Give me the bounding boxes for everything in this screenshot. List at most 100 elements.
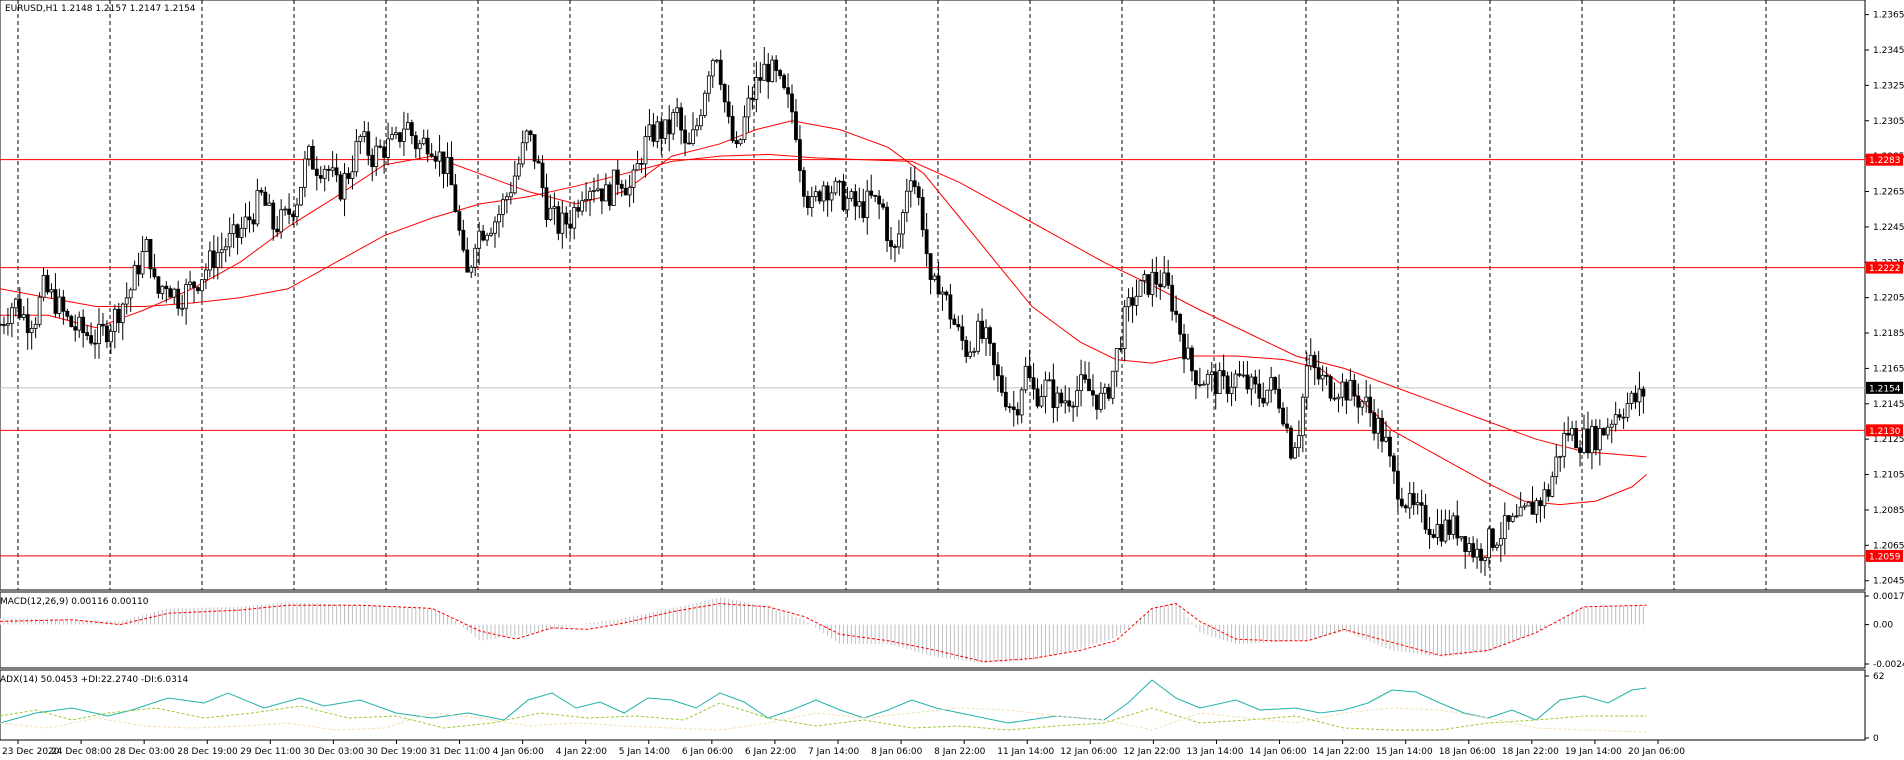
candle-body: [497, 214, 501, 223]
candle-body: [1605, 426, 1610, 436]
candle-body: [1237, 373, 1242, 376]
candle-body: [647, 124, 652, 138]
candle-body: [572, 207, 577, 229]
candle-body: [398, 132, 402, 142]
candle-body: [394, 132, 398, 136]
time-tick-label: 13 Jan 14:00: [1186, 747, 1243, 757]
candle-body: [762, 63, 767, 81]
candle-body: [65, 310, 70, 317]
adx-series-line: [0, 707, 1647, 733]
candle-body: [1613, 414, 1618, 425]
candle-body: [1190, 347, 1194, 372]
candle-body: [37, 296, 42, 325]
candle-body: [1534, 500, 1539, 515]
price-tick-label: 1.2105: [1873, 471, 1904, 481]
candle-body: [1324, 374, 1329, 377]
candle-body: [1296, 435, 1301, 449]
candle-body: [1166, 272, 1171, 286]
candle-body: [861, 201, 866, 218]
macd-histogram: [0, 597, 1644, 664]
candle-body: [441, 151, 446, 174]
candle-body: [342, 173, 347, 200]
time-tick-label: 6 Jan 22:00: [745, 747, 797, 757]
candle-body: [1582, 428, 1586, 453]
candle-body: [235, 224, 240, 238]
candle-body: [702, 92, 707, 116]
candle-body: [326, 168, 331, 171]
candle-body: [465, 249, 470, 273]
candle-body: [1273, 377, 1278, 390]
candle-body: [152, 268, 157, 278]
candle-body: [1138, 280, 1143, 297]
candle-body: [1332, 397, 1337, 400]
candle-body: [1229, 386, 1234, 394]
candle-body: [1328, 375, 1333, 399]
candle-body: [1059, 392, 1064, 404]
price-pane[interactable]: EURUSD,H1 1.2148 1.2157 1.2147 1.2154 1.…: [0, 0, 1904, 591]
candle-body: [1019, 389, 1024, 416]
candle-body: [1609, 423, 1614, 428]
candle-body: [101, 323, 105, 327]
candle-body: [180, 307, 185, 310]
candle-body: [580, 200, 585, 212]
candle-body: [627, 187, 632, 196]
candle-body: [1300, 396, 1305, 437]
candle-body: [782, 75, 786, 89]
candle-body: [402, 128, 406, 142]
candle-body: [437, 151, 442, 162]
candle-body: [1368, 396, 1373, 414]
candle-body: [1392, 455, 1396, 472]
time-tick-label: 28 Dec 03:00: [114, 747, 175, 757]
candle-body: [196, 287, 200, 292]
macd-pane[interactable]: MACD(12,26,9) 0.00116 0.00110 0.001770.0…: [0, 591, 1904, 670]
candle-body: [243, 216, 248, 229]
candle-body: [853, 191, 858, 207]
candle-body: [81, 316, 86, 334]
candle-body: [718, 59, 723, 85]
price-tick-label: 1.2245: [1873, 223, 1904, 233]
candle-body: [45, 275, 50, 293]
candle-body: [21, 314, 26, 318]
time-tick-label: 14 Jan 06:00: [1250, 747, 1307, 757]
candle-body: [1506, 515, 1511, 522]
candle-body: [61, 296, 66, 312]
candle-body: [774, 59, 779, 71]
time-tick-label: 5 Jan 14:00: [619, 747, 671, 757]
candle-body: [1150, 271, 1155, 295]
candle-body: [1003, 391, 1008, 408]
candle-body: [1126, 297, 1131, 308]
candle-body: [485, 234, 489, 241]
candle-body: [1142, 274, 1147, 282]
candle-body: [1621, 416, 1626, 419]
candle-body: [9, 307, 14, 324]
candle-body: [362, 131, 367, 137]
candle-body: [1031, 377, 1036, 390]
candle-body: [1407, 493, 1412, 509]
candle-body: [231, 224, 236, 234]
candle-body: [1320, 374, 1325, 380]
candle-body: [1352, 379, 1357, 397]
candle-body: [1233, 373, 1238, 388]
candle-body: [857, 201, 862, 207]
candle-body: [1114, 348, 1119, 372]
candle-body: [1574, 427, 1578, 449]
candle-body: [956, 324, 961, 328]
candle-body: [144, 239, 149, 252]
candle-body: [524, 130, 529, 144]
candle-body: [223, 246, 228, 251]
candle-body: [885, 206, 889, 242]
candle-body: [1130, 297, 1135, 306]
candle-body: [794, 111, 798, 140]
vertical-gridlines: [17, 0, 1767, 590]
adx-pane[interactable]: ADX(14) 50.0453 +DI:22.2740 -DI:6.0314 6…: [0, 669, 1884, 744]
candle-body: [457, 211, 462, 231]
candle-body: [1494, 544, 1499, 548]
candle-body: [1419, 502, 1424, 506]
candle-body: [1641, 388, 1646, 397]
candle-body: [746, 97, 751, 118]
time-tick-label: 12 Jan 22:00: [1123, 747, 1180, 757]
candle-body: [643, 136, 648, 165]
candle-body: [651, 124, 656, 142]
candle-body: [1439, 524, 1444, 542]
